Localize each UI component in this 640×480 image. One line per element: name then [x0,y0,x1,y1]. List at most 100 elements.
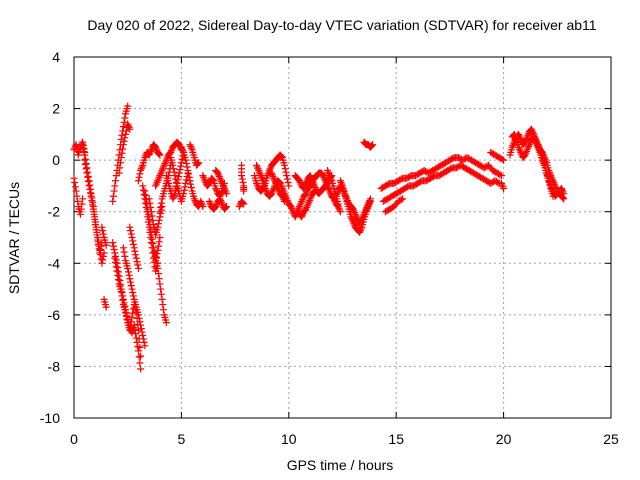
data-point [147,226,155,234]
data-point [158,166,166,174]
data-point [283,175,291,183]
data-point [156,234,164,241]
data-point [201,177,209,185]
data-point [72,141,80,149]
y-tick-label: -6 [48,307,61,323]
data-point [333,191,341,199]
data-point [76,210,84,218]
data-point [99,227,107,235]
data-point [526,139,534,147]
data-point [124,122,132,130]
y-tick-label: 0 [52,152,60,168]
data-point [116,164,124,172]
data-point [121,134,129,142]
data-point [86,189,94,197]
data-point [155,275,163,283]
data-point [153,250,161,258]
data-point [154,270,162,278]
data-point [154,149,162,157]
data-point [350,207,358,215]
data-point [140,338,148,346]
data-point [157,209,165,217]
data-point [154,177,162,185]
data-point [266,165,274,173]
data-point [119,141,127,149]
data-point [153,259,161,267]
data-point [319,172,327,180]
data-point [263,172,271,180]
data-point [125,123,133,131]
data-point [279,194,287,202]
data-point [253,161,261,169]
data-point [275,186,283,194]
data-point [324,168,332,176]
data-point [112,263,120,271]
data-point [512,134,520,142]
data-point [539,154,547,162]
data-point [74,197,82,205]
data-point [110,187,118,195]
data-point [296,177,304,185]
data-point [157,203,165,211]
data-point [138,328,146,336]
data-point [357,225,365,233]
data-point [185,170,193,178]
y-tick-label: -2 [48,204,61,220]
data-point [517,148,525,156]
data-point [82,165,90,173]
data-point [285,182,293,190]
data-point [347,213,355,221]
data-point [156,172,164,180]
data-point [544,172,552,180]
data-point [116,276,124,284]
data-point [222,203,230,211]
data-point [155,150,163,158]
data-point [149,244,157,252]
data-point [187,144,195,152]
data-point [170,168,178,176]
data-point [350,220,358,228]
data-point [217,198,225,206]
data-point [99,230,107,238]
data-point [114,268,122,276]
data-point [112,177,120,185]
data-point [549,192,557,200]
data-point [531,136,539,144]
data-point [131,247,139,255]
data-point [212,186,220,194]
data-point [298,211,306,219]
data-point [137,352,145,360]
data-point [508,143,516,151]
data-point [127,227,135,235]
data-point [156,208,164,216]
data-point [90,210,98,218]
data-point [129,240,137,248]
data-point [325,185,333,193]
data-point [258,175,266,183]
data-point [71,183,79,191]
data-point [180,186,188,194]
data-point [72,187,80,195]
data-point [70,174,78,182]
data-point [112,252,120,260]
data-point [301,181,309,189]
data-point [134,311,142,319]
data-point [178,145,186,153]
plot-frame [73,56,612,419]
data-point [303,202,311,210]
data-point [540,158,548,166]
data-point [523,148,531,156]
data-point [114,276,122,284]
data-point [102,241,110,249]
data-point [141,154,149,162]
data-point [333,189,341,197]
data-point [109,239,117,247]
data-point [223,203,231,211]
data-point [153,178,161,186]
data-point [134,347,142,355]
data-point [332,192,340,200]
data-point [306,197,314,205]
data-point [538,149,546,157]
data-point [160,306,167,314]
